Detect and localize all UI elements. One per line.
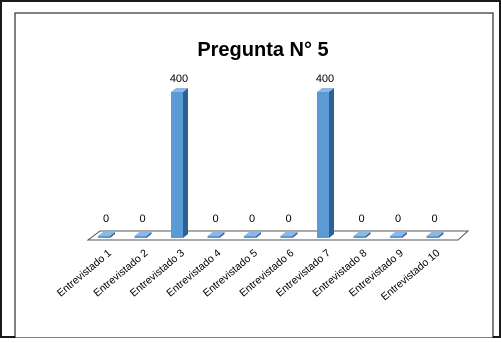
data-label: 0 (103, 213, 109, 225)
bar-side (146, 232, 152, 238)
data-label: 0 (212, 213, 218, 225)
bar-5 (244, 232, 261, 238)
bar-front (280, 236, 293, 238)
bar-top (280, 232, 298, 236)
bar-1 (98, 232, 115, 238)
bar-front (244, 236, 256, 238)
bar-front (317, 92, 329, 238)
bar-6 (280, 232, 298, 238)
bar-side (292, 232, 298, 238)
bar-3 (171, 88, 188, 238)
data-labels-group: 0 0 400 0 0 0 400 0 0 0 (103, 73, 438, 225)
bar-front (207, 236, 220, 238)
bar-top (134, 232, 152, 236)
bar-10 (426, 232, 444, 238)
bar-4 (207, 232, 225, 238)
chart-title: Pregunta N° 5 (197, 39, 328, 61)
bar-9 (390, 232, 407, 238)
bar-7 (317, 88, 334, 238)
bar-front (353, 236, 366, 238)
bar-top (244, 232, 261, 236)
bar-front (171, 92, 183, 238)
bar-front (390, 236, 402, 238)
data-label: 400 (316, 73, 334, 85)
bar-2 (134, 232, 152, 238)
bar-top (353, 232, 371, 236)
data-label: 0 (358, 213, 364, 225)
bar-side (256, 232, 261, 238)
data-label: 0 (431, 213, 437, 225)
bar-8 (353, 232, 371, 238)
bar-top (207, 232, 225, 236)
bar-side (110, 232, 115, 238)
bar-front (426, 236, 439, 238)
bar-side (219, 232, 225, 238)
data-label: 0 (139, 213, 145, 225)
bars-group (98, 88, 444, 238)
bar-top (171, 88, 188, 92)
bar-top (317, 88, 334, 92)
bar-front (98, 236, 110, 238)
bar-side (183, 88, 188, 238)
data-label: 0 (395, 213, 401, 225)
data-label: 0 (249, 213, 255, 225)
data-label: 0 (285, 213, 291, 225)
bar-side (438, 232, 444, 238)
data-label: 400 (170, 73, 188, 85)
bar-front (134, 236, 147, 238)
bar-side (402, 232, 407, 238)
bar-side (365, 232, 371, 238)
bar-top (426, 232, 444, 236)
bar-side (329, 88, 334, 238)
bar-top (98, 232, 115, 236)
bar-top (390, 232, 407, 236)
chart-area-border (14, 12, 494, 339)
